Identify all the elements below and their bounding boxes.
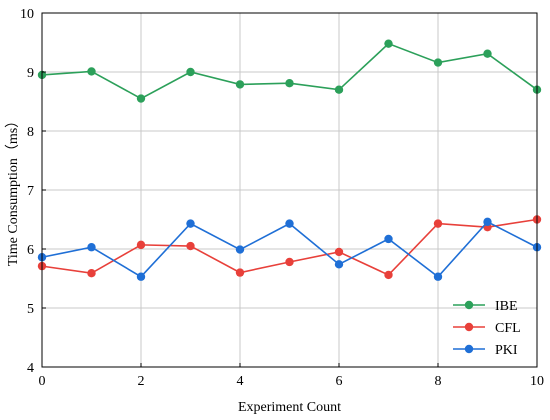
data-point-pki (186, 219, 195, 228)
data-point-pki (87, 243, 96, 252)
data-point-cfl (87, 268, 96, 278)
x-axis-ticks: 0 2 4 6 8 10 (39, 363, 544, 389)
y-tick-label: 6 (27, 243, 34, 258)
y-tick-label: 9 (27, 66, 34, 81)
x-tick-label: 4 (237, 374, 244, 389)
data-point-ibe (186, 67, 195, 77)
data-point-pki (433, 272, 443, 281)
y-tick-label: 4 (27, 361, 34, 376)
data-point-pki (384, 234, 393, 244)
y-tick-label: 7 (27, 184, 34, 199)
x-tick-label: 8 (435, 374, 442, 389)
series-layer (37, 39, 542, 281)
data-point-pki (136, 272, 146, 281)
data-point-cfl (235, 268, 245, 277)
legend-marker-pki (464, 344, 474, 354)
data-point-ibe (433, 58, 443, 67)
legend-marker-ibe (464, 300, 474, 310)
x-tick-label: 2 (138, 374, 145, 389)
y-tick-label: 8 (27, 125, 34, 140)
legend-label-pki: PKI (495, 343, 518, 358)
data-point-ibe (136, 94, 146, 103)
y-axis-title: Time Consumption（ms） (5, 114, 21, 266)
x-axis-title: Experiment Count (238, 400, 341, 415)
y-axis-ticks: 4 5 6 7 8 9 10 (20, 7, 46, 376)
x-tick-label: 6 (336, 374, 343, 389)
data-point-cfl (433, 219, 443, 228)
data-point-ibe (483, 49, 492, 58)
data-point-pki (483, 217, 492, 227)
x-tick-label: 10 (530, 374, 544, 389)
data-point-cfl (186, 241, 195, 251)
data-point-cfl (136, 240, 146, 250)
y-tick-label: 5 (27, 302, 34, 317)
data-point-ibe (87, 67, 96, 76)
legend-label-cfl: CFL (495, 321, 521, 336)
data-point-pki (235, 245, 245, 254)
legend-label-ibe: IBE (495, 299, 518, 314)
data-point-ibe (235, 80, 245, 89)
legend-marker-cfl (464, 322, 474, 332)
data-point-ibe (384, 39, 393, 48)
data-point-cfl (384, 270, 393, 280)
y-tick-label: 10 (20, 7, 34, 22)
grid-lines (41, 12, 538, 368)
data-point-ibe (334, 85, 344, 94)
data-point-cfl (334, 247, 344, 257)
data-point-pki (285, 219, 294, 228)
data-point-pki (334, 260, 344, 269)
series-line-ibe (41, 42, 538, 100)
x-tick-label: 0 (39, 374, 46, 389)
data-point-ibe (285, 79, 294, 88)
legend: IBE CFL PKI (453, 299, 521, 358)
data-point-cfl (285, 257, 294, 267)
